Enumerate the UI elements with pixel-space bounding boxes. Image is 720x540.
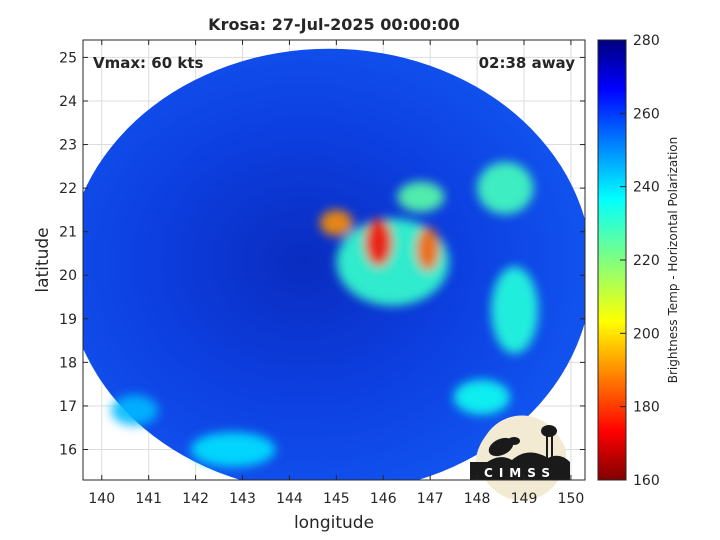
y-tick-label-6: 22 — [59, 181, 77, 197]
plot-frame — [82, 39, 586, 481]
x-tick-label-7: 147 — [417, 491, 444, 507]
y-tick-label-3: 19 — [59, 312, 77, 328]
time-away-annotation: 02:38 away — [479, 54, 576, 72]
vmax-annotation: Vmax: 60 kts — [93, 54, 203, 72]
x-tick-label-0: 140 — [88, 491, 115, 507]
y-tick-label-7: 23 — [59, 138, 77, 154]
x-axis-label: longitude — [294, 513, 374, 533]
colorbar-tick-label-0: 160 — [633, 473, 660, 489]
colorbar-tick-label-2: 200 — [633, 326, 660, 342]
x-tick-label-1: 141 — [135, 491, 162, 507]
logo-text: CIMSS — [484, 466, 556, 480]
y-tick-label-9: 25 — [59, 50, 77, 66]
tb-feature-7 — [319, 209, 353, 237]
axis-ticks: 140 141 142 143 144 145 146 147 148 149 150 16 17 18 1… — [59, 40, 585, 507]
colorbar-tick-label-4: 240 — [633, 180, 660, 196]
colorbar-label: Brightness Temp - Horizontal Polarizatio… — [666, 137, 680, 384]
y-tick-label-5: 21 — [59, 225, 77, 241]
x-tick-label-6: 146 — [370, 491, 397, 507]
x-tick-label-2: 142 — [182, 491, 209, 507]
y-tick-label-0: 16 — [59, 443, 77, 459]
tb-feature-8 — [416, 227, 440, 271]
cimss-logo: CIMSS — [470, 415, 570, 501]
x-tick-label-3: 143 — [229, 491, 256, 507]
colorbar-ticks: 160 180 200 220 240 260 280 — [620, 33, 660, 489]
swath-disk — [83, 48, 585, 480]
colorbar-tick-label-3: 220 — [633, 253, 660, 269]
colorbar-tick-label-6: 280 — [633, 33, 660, 49]
tb-feature-9 — [364, 218, 393, 267]
tb-feature-5 — [477, 161, 534, 215]
tb-feature-2 — [453, 379, 510, 415]
y-axis-label: latitude — [33, 227, 53, 292]
tb-feature-3 — [491, 266, 539, 354]
colorbar-tick-label-5: 260 — [633, 106, 660, 122]
tb-feature-6 — [397, 181, 445, 213]
x-tick-label-8: 148 — [464, 491, 491, 507]
y-tick-label-1: 17 — [59, 399, 77, 415]
tb-feature-0 — [111, 395, 159, 426]
colorbar-tick-label-1: 180 — [633, 400, 660, 416]
chart-title: Krosa: 27-Jul-2025 00:00:00 — [208, 15, 460, 34]
y-tick-label-2: 18 — [59, 355, 77, 371]
swath-layer — [83, 48, 585, 480]
x-tick-label-5: 145 — [323, 491, 350, 507]
x-tick-label-4: 144 — [276, 491, 303, 507]
y-tick-label-8: 24 — [59, 94, 77, 110]
y-tick-label-4: 20 — [59, 268, 77, 284]
x-tick-label-9: 149 — [511, 491, 538, 507]
swath-features — [111, 161, 539, 467]
x-tick-label-10: 150 — [558, 491, 585, 507]
tb-feature-1 — [190, 432, 276, 467]
